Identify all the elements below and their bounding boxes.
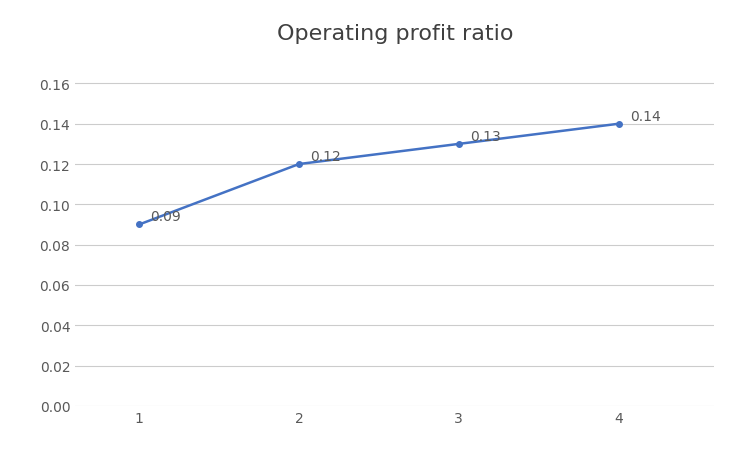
Text: 0.13: 0.13 [470,129,501,143]
Title: Operating profit ratio: Operating profit ratio [277,24,513,44]
Text: 0.12: 0.12 [310,150,341,164]
Text: 0.14: 0.14 [629,109,660,123]
Text: 0.09: 0.09 [150,210,181,224]
